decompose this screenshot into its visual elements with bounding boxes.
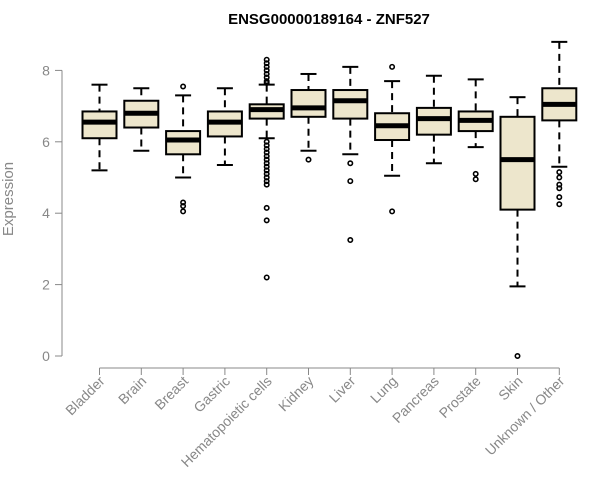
outlier-point xyxy=(347,178,354,185)
outlier-point xyxy=(263,138,270,145)
outlier-point xyxy=(263,163,270,170)
box-prostate xyxy=(457,78,494,183)
iqr-box xyxy=(81,110,118,140)
outlier-point xyxy=(263,178,270,185)
y-axis-label: Expression xyxy=(0,162,17,236)
box-kidney xyxy=(290,72,327,163)
y-axis: 0 2 4 6 8 xyxy=(42,62,63,364)
outlier-point xyxy=(263,217,270,224)
x-tick-label: Kidney xyxy=(275,373,317,415)
iqr-box xyxy=(415,106,452,136)
box-lung xyxy=(374,63,411,215)
outlier-point xyxy=(263,174,270,181)
outlier-point xyxy=(389,63,396,70)
y-tick-label: 2 xyxy=(42,277,50,293)
outlier-point xyxy=(180,203,187,210)
iqr-box xyxy=(165,130,202,156)
outlier-point xyxy=(263,74,270,81)
outlier-point xyxy=(556,169,563,176)
outlier-point xyxy=(263,149,270,156)
iqr-box xyxy=(332,89,369,120)
boxes-layer xyxy=(81,40,578,359)
outlier-point xyxy=(263,142,270,149)
box-hematopoietic-cells xyxy=(248,56,285,281)
iqr-box xyxy=(290,89,327,118)
x-tick-label: Bladder xyxy=(62,373,108,419)
x-tick-label: Unknown / Other xyxy=(482,373,568,459)
outlier-point xyxy=(263,145,270,152)
outlier-point xyxy=(263,63,270,70)
outlier-point xyxy=(472,170,479,177)
outlier-point xyxy=(263,160,270,167)
outlier-point xyxy=(263,56,270,63)
outlier-point xyxy=(263,79,270,86)
y-tick-label: 6 xyxy=(42,134,50,150)
box-pancreas xyxy=(415,74,452,165)
outlier-point xyxy=(305,156,312,163)
chart-title: ENSG00000189164 - ZNF527 xyxy=(228,11,430,28)
box-liver xyxy=(332,65,369,243)
x-tick-label: Lung xyxy=(367,373,400,406)
outlier-point xyxy=(556,181,563,188)
box-skin xyxy=(499,96,536,359)
box-bladder xyxy=(81,83,118,172)
outlier-point xyxy=(263,204,270,211)
outlier-point xyxy=(263,167,270,174)
x-tick-label: Brain xyxy=(115,373,149,407)
outlier-point xyxy=(389,208,396,215)
x-tick-label: Liver xyxy=(326,373,359,406)
outlier-point xyxy=(180,199,187,206)
outlier-point xyxy=(263,274,270,281)
outlier-point xyxy=(180,83,187,90)
y-tick-label: 0 xyxy=(42,348,50,364)
x-tick-label: Prostate xyxy=(436,373,484,421)
outlier-point xyxy=(263,60,270,67)
y-tick-label: 8 xyxy=(42,62,50,78)
box-gastric xyxy=(206,87,243,167)
outlier-point xyxy=(347,160,354,167)
box-breast xyxy=(165,83,202,215)
x-tick-label: Breast xyxy=(151,373,191,413)
iqr-box xyxy=(499,115,536,211)
outlier-point xyxy=(472,176,479,183)
outlier-point xyxy=(556,194,563,201)
outlier-point xyxy=(263,170,270,177)
outlier-point xyxy=(347,236,354,243)
box-unknown-other xyxy=(541,40,578,208)
outlier-point xyxy=(556,174,563,181)
outlier-point xyxy=(556,185,563,192)
outlier-point xyxy=(263,181,270,188)
x-tick-label: Skin xyxy=(495,373,526,404)
box-brain xyxy=(123,87,160,152)
outlier-point xyxy=(556,201,563,208)
y-tick-label: 4 xyxy=(42,205,50,221)
outlier-point xyxy=(263,156,270,163)
outlier-point xyxy=(263,67,270,74)
outlier-point xyxy=(514,352,521,359)
outlier-point xyxy=(180,208,187,215)
outlier-point xyxy=(263,70,270,77)
outlier-point xyxy=(263,153,270,160)
